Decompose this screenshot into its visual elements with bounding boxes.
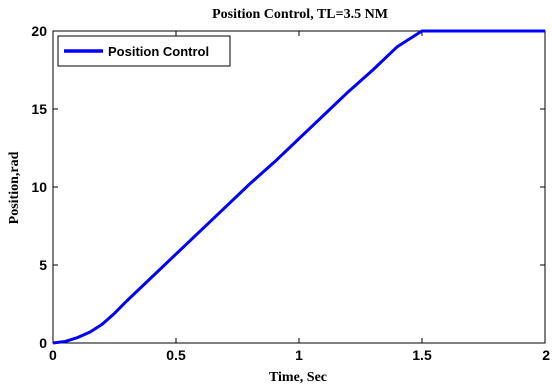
y-tick-label: 0: [39, 335, 47, 351]
y-tick-label: 20: [31, 23, 47, 39]
x-tick-label: 0: [49, 347, 57, 363]
y-tick-label: 10: [31, 179, 47, 195]
y-tick-label: 5: [39, 257, 47, 273]
x-tick-label: 1: [295, 347, 303, 363]
legend: Position Control: [57, 35, 231, 67]
x-tick-label: 0.5: [166, 347, 186, 363]
y-axis-label: Position,rad: [7, 151, 22, 224]
chart-title: Position Control, TL=3.5 NM: [212, 7, 388, 22]
x-tick-label: 2: [542, 347, 550, 363]
legend-label-position-control: Position Control: [108, 44, 209, 59]
x-tick-label: 1.5: [412, 347, 432, 363]
y-tick-label: 15: [31, 101, 47, 117]
series-line-position-control: [52, 29, 545, 345]
plot-area-frame: [52, 30, 546, 344]
series-lines: [52, 29, 545, 345]
x-axis-label: Time, Sec: [269, 370, 327, 385]
